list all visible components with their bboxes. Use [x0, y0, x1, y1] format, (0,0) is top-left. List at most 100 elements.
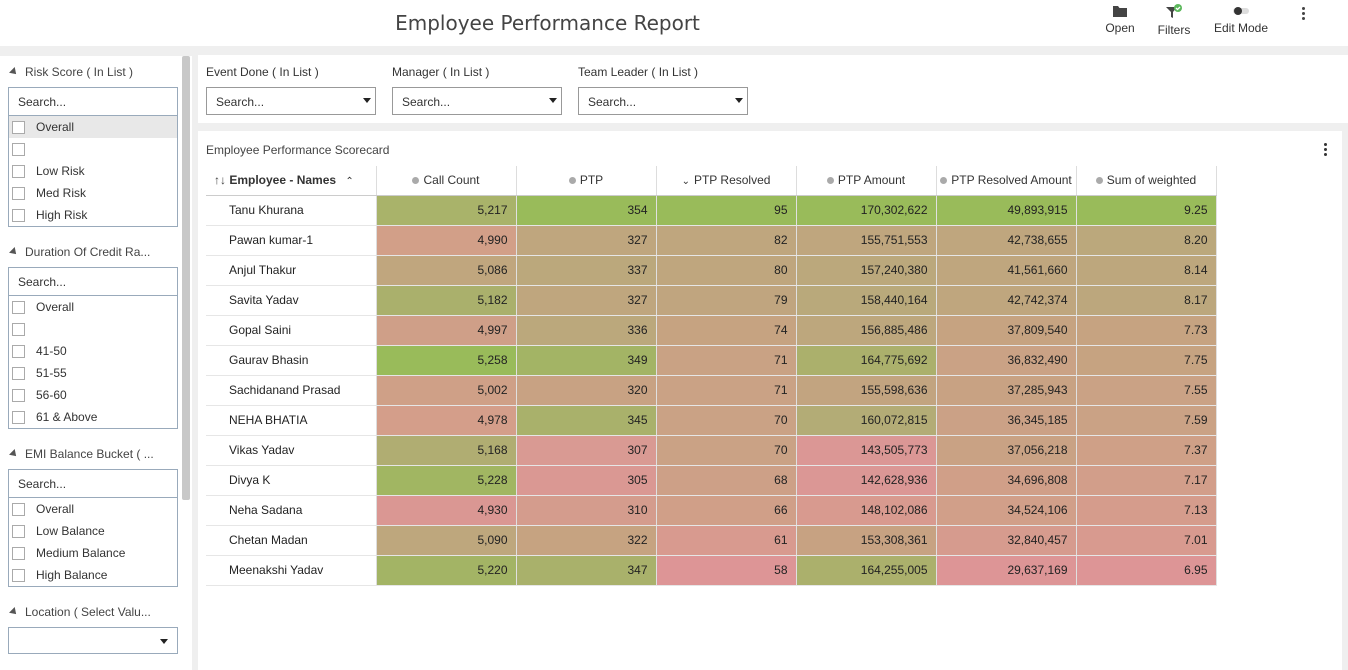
manager-dropdown[interactable]: Search...: [392, 87, 562, 115]
column-employee-names[interactable]: ↑↓ Employee - Names ⌃: [206, 166, 377, 196]
metric-cell[interactable]: 5,002: [376, 375, 517, 406]
caret-down-icon[interactable]: [549, 98, 557, 103]
metric-cell[interactable]: 336: [516, 315, 657, 346]
metric-cell[interactable]: 36,345,185: [936, 405, 1077, 436]
metric-cell[interactable]: 74: [656, 315, 797, 346]
team-leader-dropdown[interactable]: Search...: [578, 87, 748, 115]
edit-mode-toggle[interactable]: Edit Mode: [1212, 4, 1270, 35]
metric-cell[interactable]: 148,102,086: [796, 495, 937, 526]
duration-search[interactable]: Search...: [9, 268, 177, 296]
metric-cell[interactable]: 142,628,936: [796, 465, 937, 496]
metric-cell[interactable]: 71: [656, 345, 797, 376]
metric-cell[interactable]: 4,978: [376, 405, 517, 436]
metric-cell[interactable]: 322: [516, 525, 657, 556]
checkbox-icon[interactable]: [12, 502, 25, 516]
panel-more-icon[interactable]: [1319, 141, 1331, 159]
metric-cell[interactable]: 153,308,361: [796, 525, 937, 556]
checkbox-icon[interactable]: [12, 388, 25, 402]
table-row[interactable]: Gaurav Bhasin 5,258 349 71 164,775,692 36,832…: [206, 345, 1217, 376]
employee-name-cell[interactable]: Pawan kumar-1: [206, 225, 377, 256]
metric-cell[interactable]: 164,255,005: [796, 555, 937, 586]
checkbox-icon[interactable]: [12, 344, 25, 358]
emi-option-overall[interactable]: Overall: [9, 498, 177, 520]
more-options-icon[interactable]: [1296, 5, 1310, 25]
metric-cell[interactable]: 8.20: [1076, 225, 1217, 256]
risk-option-overall[interactable]: Overall: [9, 116, 177, 138]
checkbox-icon[interactable]: [12, 410, 25, 424]
column-ptp[interactable]: PTP: [516, 166, 657, 196]
metric-cell[interactable]: 4,990: [376, 225, 517, 256]
metric-cell[interactable]: 7.55: [1076, 375, 1217, 406]
table-row[interactable]: Tanu Khurana 5,217 354 95 170,302,622 49,893,…: [206, 195, 1217, 226]
filters-button[interactable]: Filters: [1155, 4, 1193, 37]
employee-name-cell[interactable]: Savita Yadav: [206, 285, 377, 316]
column-call-count[interactable]: Call Count: [376, 166, 517, 196]
metric-cell[interactable]: 37,809,540: [936, 315, 1077, 346]
metric-cell[interactable]: 160,072,815: [796, 405, 937, 436]
table-row[interactable]: Meenakshi Yadav 5,220 347 58 164,255,005 29,6…: [206, 555, 1217, 586]
metric-cell[interactable]: 70: [656, 405, 797, 436]
metric-cell[interactable]: 70: [656, 435, 797, 466]
metric-cell[interactable]: 7.37: [1076, 435, 1217, 466]
employee-name-cell[interactable]: Neha Sadana: [206, 495, 377, 526]
metric-cell[interactable]: 5,217: [376, 195, 517, 226]
risk-option-high[interactable]: High Risk: [9, 204, 177, 226]
caret-down-icon[interactable]: [160, 639, 168, 644]
open-button[interactable]: Open: [1104, 4, 1136, 35]
checkbox-icon[interactable]: [12, 322, 25, 336]
metric-cell[interactable]: 155,598,636: [796, 375, 937, 406]
duration-header[interactable]: Duration Of Credit Ra...: [8, 241, 178, 263]
metric-cell[interactable]: 7.01: [1076, 525, 1217, 556]
metric-cell[interactable]: 170,302,622: [796, 195, 937, 226]
employee-name-cell[interactable]: Vikas Yadav: [206, 435, 377, 466]
metric-cell[interactable]: 157,240,380: [796, 255, 937, 286]
metric-cell[interactable]: 61: [656, 525, 797, 556]
metric-cell[interactable]: 5,168: [376, 435, 517, 466]
metric-cell[interactable]: 347: [516, 555, 657, 586]
chevron-down-icon[interactable]: ⌄: [681, 176, 690, 188]
metric-cell[interactable]: 80: [656, 255, 797, 286]
employee-name-cell[interactable]: Tanu Khurana: [206, 195, 377, 226]
metric-cell[interactable]: 82: [656, 225, 797, 256]
duration-option-blank[interactable]: [9, 318, 177, 340]
metric-cell[interactable]: 95: [656, 195, 797, 226]
metric-cell[interactable]: 327: [516, 225, 657, 256]
table-row[interactable]: Neha Sadana 4,930 310 66 148,102,086 34,524,1…: [206, 495, 1217, 526]
metric-cell[interactable]: 5,228: [376, 465, 517, 496]
metric-cell[interactable]: 6.95: [1076, 555, 1217, 586]
metric-cell[interactable]: 29,637,169: [936, 555, 1077, 586]
metric-cell[interactable]: 8.14: [1076, 255, 1217, 286]
risk-score-search[interactable]: Search...: [9, 88, 177, 116]
metric-cell[interactable]: 7.17: [1076, 465, 1217, 496]
table-row[interactable]: Gopal Saini 4,997 336 74 156,885,486 37,809,5…: [206, 315, 1217, 346]
location-dropdown[interactable]: [8, 627, 178, 654]
checkbox-icon[interactable]: [12, 142, 25, 156]
metric-cell[interactable]: 42,738,655: [936, 225, 1077, 256]
chevron-up-icon[interactable]: ⌃: [345, 176, 354, 188]
column-ptp-amount[interactable]: PTP Amount: [796, 166, 937, 196]
sidebar-scrollbar[interactable]: [182, 56, 190, 500]
metric-cell[interactable]: 66: [656, 495, 797, 526]
metric-cell[interactable]: 36,832,490: [936, 345, 1077, 376]
metric-cell[interactable]: 158,440,164: [796, 285, 937, 316]
collapse-icon[interactable]: [9, 607, 19, 617]
collapse-icon[interactable]: [9, 67, 19, 77]
metric-cell[interactable]: 310: [516, 495, 657, 526]
metric-cell[interactable]: 8.17: [1076, 285, 1217, 316]
metric-cell[interactable]: 49,893,915: [936, 195, 1077, 226]
column-ptp-resolved-amount[interactable]: PTP Resolved Amount: [936, 166, 1077, 196]
metric-cell[interactable]: 5,090: [376, 525, 517, 556]
emi-balance-header[interactable]: EMI Balance Bucket ( ...: [8, 443, 178, 465]
duration-option-51-55[interactable]: 51-55: [9, 362, 177, 384]
duration-option-41-50[interactable]: 41-50: [9, 340, 177, 362]
metric-cell[interactable]: 7.73: [1076, 315, 1217, 346]
metric-cell[interactable]: 7.75: [1076, 345, 1217, 376]
duration-option-61-above[interactable]: 61 & Above: [9, 406, 177, 428]
employee-name-cell[interactable]: Anjul Thakur: [206, 255, 377, 286]
metric-cell[interactable]: 5,220: [376, 555, 517, 586]
checkbox-icon[interactable]: [12, 366, 25, 380]
checkbox-icon[interactable]: [12, 208, 25, 222]
employee-name-cell[interactable]: Divya K: [206, 465, 377, 496]
checkbox-icon[interactable]: [12, 546, 25, 560]
metric-cell[interactable]: 71: [656, 375, 797, 406]
